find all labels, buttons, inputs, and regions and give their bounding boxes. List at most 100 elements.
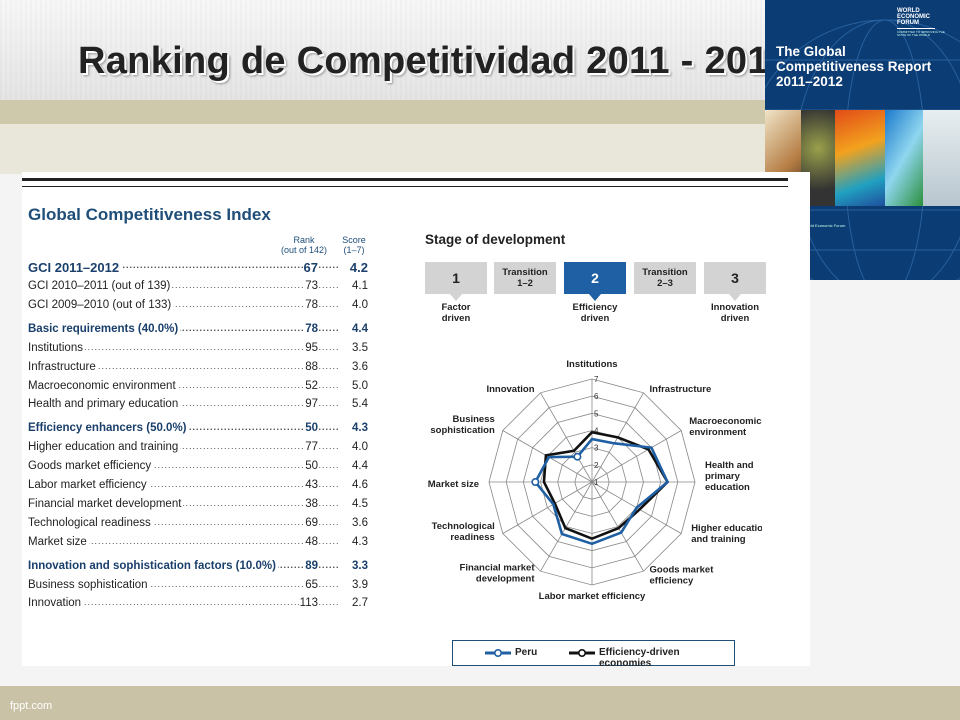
gci-row-label: GCI 2010–2011 (out of 139) <box>28 280 173 292</box>
gci-row: ........................................… <box>28 535 368 552</box>
legend-label-efficiency: Efficiency-driven economies <box>599 647 680 669</box>
stage-heading: Stage of development <box>425 232 566 247</box>
radar-spoke <box>540 481 593 572</box>
gci-row: ........................................… <box>28 322 368 339</box>
gci-row-label: Financial market development <box>28 497 184 510</box>
gci-row-score: 3.6 <box>338 516 368 529</box>
gci-row-rank: 88 <box>304 360 318 373</box>
gci-row-score: 4.4 <box>338 460 368 473</box>
gci-row-label: Infrastructure <box>28 360 98 373</box>
gci-row-label: Innovation <box>28 597 84 610</box>
leader-dots: ........................................… <box>28 479 368 489</box>
gci-row: ........................................… <box>28 497 368 514</box>
leader-dots: ........................................… <box>28 597 368 608</box>
gci-row: ........................................… <box>28 260 368 276</box>
stage-arrow <box>729 294 741 301</box>
radar-axis-label: Market size <box>428 479 479 490</box>
slide-title: Ranking de Competitividad 2011 - 2012 <box>78 40 791 82</box>
gci-row-score: 4.0 <box>338 298 368 311</box>
radar-point <box>573 452 582 461</box>
gci-row: ........................................… <box>28 578 368 595</box>
gci-row-label: Efficiency enhancers (50.0%) <box>28 422 189 435</box>
stage-box: Transition 2–3 <box>634 262 696 294</box>
gci-row-rank: 69 <box>304 516 318 529</box>
stage-box: 3 <box>704 262 766 294</box>
stage-box: 1 <box>425 262 487 294</box>
leader-dots: ........................................… <box>28 322 368 333</box>
legend-label-peru: Peru <box>515 647 538 658</box>
content-panel: Global Competitiveness Index Rank (out of… <box>22 172 810 669</box>
leader-dots: ........................................… <box>28 535 368 546</box>
radar-spoke <box>591 430 682 483</box>
stage-arrow <box>450 294 462 301</box>
gci-row: ........................................… <box>28 280 368 296</box>
gci-row-score: 3.9 <box>338 578 368 591</box>
gci-row-label: Goods market efficiency <box>28 460 154 473</box>
radar-axis-label: readiness <box>450 532 494 543</box>
radar-axis-label: Higher education <box>691 523 762 534</box>
radar-axis-label: Infrastructure <box>650 384 712 395</box>
radar-axis-label: Financial market <box>460 563 536 574</box>
gci-row-score: 4.1 <box>338 280 368 292</box>
radar-axis-label: sophistication <box>430 425 495 436</box>
gci-row-label: Higher education and training <box>28 441 181 454</box>
radar-tick-label: 7 <box>594 375 599 384</box>
gci-row-score: 4.6 <box>338 479 368 491</box>
radar-series-line <box>542 430 670 541</box>
gci-row-label: GCI 2009–2010 (out of 133) <box>28 298 174 311</box>
gci-row: ........................................… <box>28 341 368 358</box>
radar-axis-label: Business <box>453 414 495 425</box>
radar-tick-label: 6 <box>594 392 599 401</box>
radar-axis-label: Health and <box>705 460 754 471</box>
leader-dots: ........................................… <box>28 341 368 352</box>
gci-row-label: Institutions <box>28 341 85 354</box>
radar-axis-label: Macroeconomic <box>689 416 761 427</box>
gci-row-label: Technological readiness <box>28 516 153 529</box>
stage-label: Factor driven <box>441 302 471 324</box>
gci-row-rank: 95 <box>304 341 318 354</box>
leader-dots: ........................................… <box>28 516 368 527</box>
radar-chart: 1 2 3 4 5 6 7 Institutions Infrastructure Macroec… <box>428 359 762 602</box>
gci-row-score: 3.5 <box>338 341 368 354</box>
leader-dots: ........................................… <box>28 497 368 508</box>
slide-footer-bar <box>0 686 960 720</box>
radar-tick-label: 2 <box>594 461 599 470</box>
divider-rule-thin <box>22 186 788 187</box>
gci-row-score: 4.3 <box>338 535 368 548</box>
gci-row: ........................................… <box>28 479 368 495</box>
leader-dots: ........................................… <box>28 441 368 452</box>
gci-row-rank: 48 <box>304 535 318 548</box>
gci-row-label: Macroeconomic environment <box>28 379 178 392</box>
gci-row-score: 4.0 <box>338 441 368 454</box>
gci-row-rank: 52 <box>304 379 318 392</box>
stage-label: Efficiency driven <box>572 302 618 324</box>
gci-row-rank: 50 <box>304 460 318 473</box>
leader-dots: ........................................… <box>28 578 368 589</box>
radar-axis-label: Technological <box>432 521 495 532</box>
gci-row-score: 4.3 <box>338 422 368 435</box>
gci-row: ........................................… <box>28 398 368 414</box>
leader-dots: ........................................… <box>28 260 368 270</box>
gci-row-score: 2.7 <box>338 597 368 610</box>
gci-row-score: 4.4 <box>338 322 368 335</box>
gci-row: ........................................… <box>28 516 368 533</box>
leader-dots: ........................................… <box>28 280 368 290</box>
score-column-header: Score (1–7) <box>342 235 366 255</box>
gci-row-label: Health and primary education <box>28 398 181 411</box>
wef-logo: WORLD ECONOMIC FORUM COMMITTED TO IMPROV… <box>897 8 945 37</box>
radar-spoke <box>540 392 593 483</box>
gci-row-rank: 77 <box>304 441 318 454</box>
gci-row-rank: 38 <box>304 497 318 510</box>
gci-row-label: Business sophistication <box>28 578 150 591</box>
radar-axis-label: Innovation <box>486 384 534 395</box>
gci-row: ........................................… <box>28 441 368 457</box>
gci-row-score: 3.3 <box>338 559 368 572</box>
leader-dots: ........................................… <box>28 398 368 409</box>
radar-tick-label: 5 <box>594 409 599 418</box>
gci-row-label: Labor market efficiency <box>28 479 149 491</box>
radar-tick-label: 3 <box>594 444 599 453</box>
gci-row-rank: 78 <box>304 322 318 335</box>
radar-axis-label: environment <box>689 427 747 438</box>
gci-row-score: 5.4 <box>338 398 368 411</box>
radar-axis-label: development <box>476 574 535 585</box>
